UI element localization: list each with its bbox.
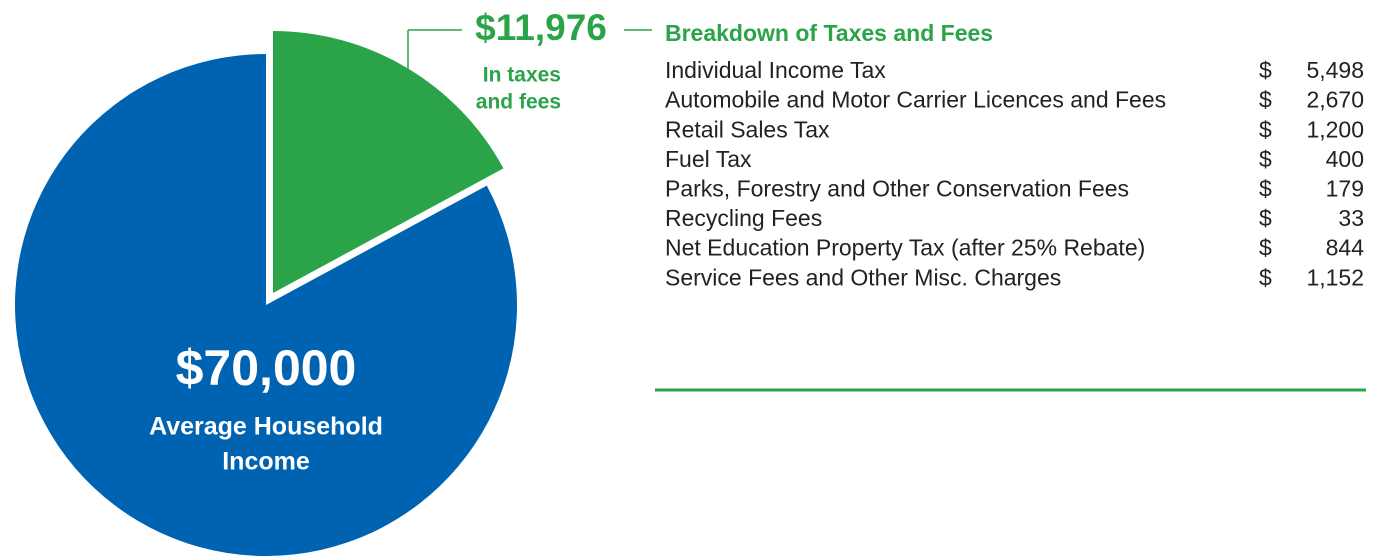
row-amount: 844: [1326, 235, 1365, 261]
row-label: Parks, Forestry and Other Conservation F…: [665, 175, 1129, 201]
row-amount: 400: [1326, 146, 1364, 172]
row-currency: $: [1259, 205, 1272, 231]
table-title: Breakdown of Taxes and Fees: [665, 20, 993, 46]
row-label: Service Fees and Other Misc. Charges: [665, 264, 1061, 290]
slice-value: $11,976: [475, 7, 607, 48]
slice-caption: In taxes: [483, 64, 561, 87]
pie-slice: [15, 54, 517, 556]
row-label: Retail Sales Tax: [665, 116, 830, 142]
row-currency: $: [1259, 264, 1272, 290]
row-currency: $: [1259, 116, 1272, 142]
pie-slice: [273, 31, 504, 293]
row-amount: 1,200: [1306, 116, 1364, 142]
row-amount: 1,152: [1306, 264, 1364, 290]
row-amount: 2,670: [1306, 87, 1364, 113]
row-amount: 179: [1326, 175, 1364, 201]
row-currency: $: [1259, 146, 1272, 172]
row-currency: $: [1259, 87, 1272, 113]
row-amount: 5,498: [1306, 57, 1364, 83]
row-currency: $: [1259, 235, 1272, 261]
row-amount: 33: [1338, 205, 1364, 231]
row-label: Recycling Fees: [665, 205, 822, 231]
slice-caption: and fees: [476, 91, 561, 114]
row-label: Individual Income Tax: [665, 57, 886, 83]
row-label: Automobile and Motor Carrier Licences an…: [665, 87, 1166, 113]
row-currency: $: [1259, 175, 1272, 201]
total-caption: Average Household: [149, 413, 383, 441]
row-currency: $: [1259, 57, 1272, 83]
total-value: $70,000: [176, 340, 357, 396]
total-caption: Income: [222, 448, 310, 476]
row-label: Net Education Property Tax (after 25% Re…: [665, 235, 1145, 261]
row-label: Fuel Tax: [665, 146, 752, 172]
